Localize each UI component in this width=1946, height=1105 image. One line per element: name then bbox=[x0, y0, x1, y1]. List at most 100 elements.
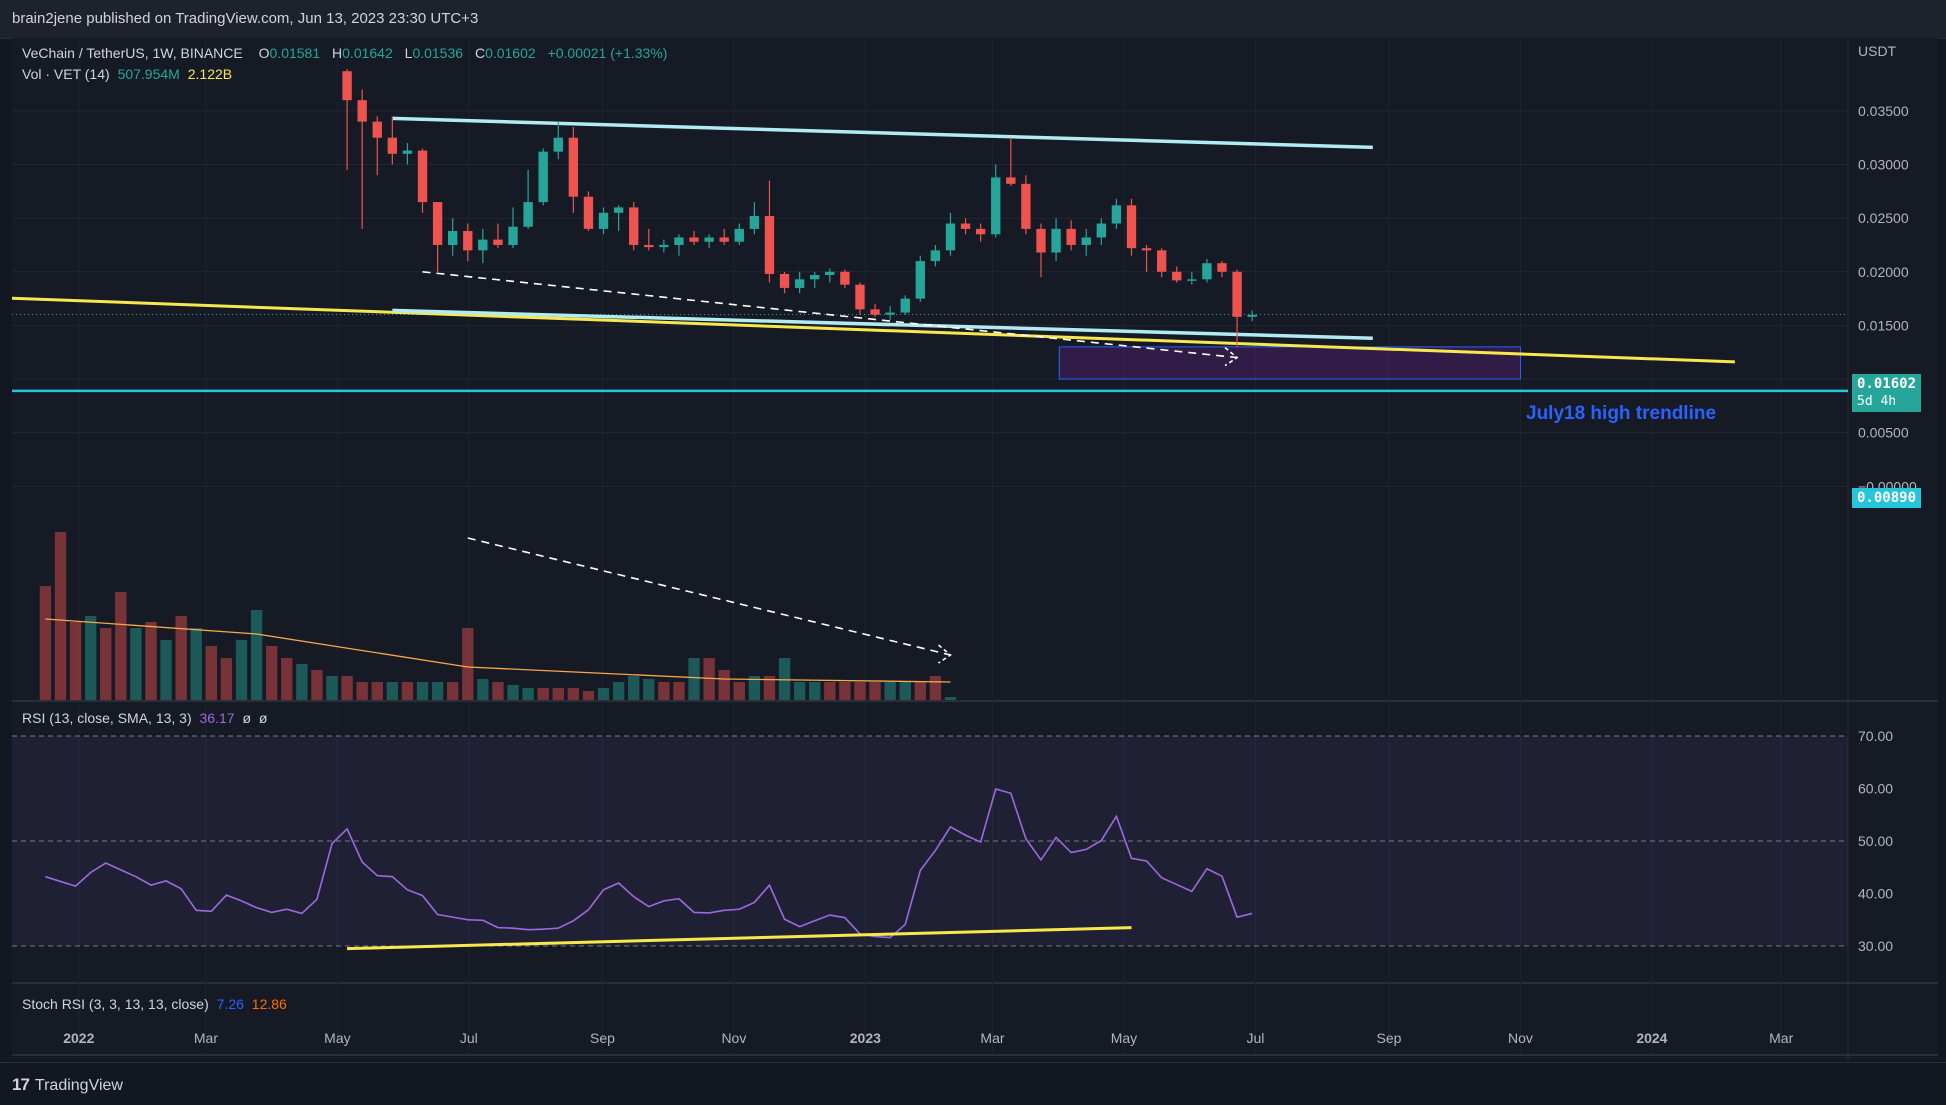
volume-label: Vol · VET (14) bbox=[22, 66, 110, 82]
volume-ma-value: 2.122B bbox=[187, 66, 233, 82]
volume-bar bbox=[431, 682, 444, 700]
volume-bar bbox=[718, 670, 730, 700]
support-level-label: 0.00890 bbox=[1852, 488, 1922, 508]
volume-bar bbox=[371, 682, 383, 700]
volume-bar bbox=[296, 664, 308, 700]
volume-bar bbox=[628, 676, 640, 700]
candle-body bbox=[659, 244, 669, 248]
volume-bar bbox=[899, 682, 911, 700]
volume-bar bbox=[386, 682, 399, 700]
rsi-extra-1: ø bbox=[242, 710, 252, 726]
time-tick-label: Mar bbox=[1769, 1030, 1793, 1046]
candle-body bbox=[870, 309, 880, 315]
candle-body bbox=[387, 137, 398, 154]
volume-bar bbox=[84, 616, 97, 700]
volume-bar bbox=[130, 628, 142, 700]
candle-body bbox=[372, 121, 382, 138]
rsi-label: RSI (13, close, SMA, 13, 3) bbox=[22, 710, 192, 726]
volume-bar bbox=[265, 646, 278, 700]
candle-body bbox=[764, 216, 775, 274]
candle-body bbox=[629, 207, 639, 245]
volume-bar bbox=[220, 658, 233, 700]
volume-dashed-trendline bbox=[467, 537, 951, 656]
candle-body bbox=[1156, 250, 1167, 272]
stoch-d-value: 12.86 bbox=[251, 996, 287, 1012]
candle-body bbox=[704, 237, 714, 242]
volume-bar bbox=[492, 682, 504, 700]
time-tick-label: 2022 bbox=[63, 1030, 94, 1046]
channel-lower-line bbox=[392, 308, 1373, 341]
candle-body bbox=[689, 237, 699, 242]
volume-bar bbox=[311, 670, 323, 700]
ohlc-high: H0.01642 bbox=[332, 45, 393, 61]
ohlc-change: +0.00021 (+1.33%) bbox=[547, 45, 668, 61]
time-tick-label: May bbox=[324, 1030, 350, 1046]
volume-bar bbox=[235, 640, 248, 700]
volume-bar bbox=[733, 682, 745, 700]
volume-bar bbox=[281, 658, 293, 700]
bar-countdown: 5d 4h bbox=[1857, 394, 1897, 409]
volume-bar bbox=[54, 532, 67, 700]
candle-body bbox=[598, 212, 609, 229]
publisher-line: brain2jene published on TradingView.com,… bbox=[12, 10, 479, 27]
time-tick-label: Sep bbox=[590, 1030, 615, 1046]
candle-body bbox=[493, 239, 503, 245]
volume-bar bbox=[190, 628, 202, 700]
volume-bar bbox=[477, 679, 489, 700]
last-price-value: 0.01602 bbox=[1857, 376, 1917, 392]
rsi-line bbox=[45, 788, 1253, 939]
volume-bar bbox=[673, 682, 685, 700]
rsi-pane bbox=[12, 735, 1848, 951]
price-tick-label: 0.03000 bbox=[1858, 157, 1909, 173]
symbol-label: VeChain / TetherUS, 1W, BINANCE bbox=[22, 45, 243, 61]
volume-bar bbox=[839, 682, 851, 700]
stoch-rsi-legend: Stoch RSI (3, 3, 13, 13, close) 7.26 12.… bbox=[22, 996, 291, 1012]
volume-bar bbox=[914, 682, 926, 700]
candle-body bbox=[1217, 263, 1227, 272]
publisher-bar: brain2jene published on TradingView.com,… bbox=[0, 0, 1946, 39]
volume-bar bbox=[824, 682, 836, 700]
volume-value: 507.954M bbox=[117, 66, 180, 82]
candle-body bbox=[719, 237, 729, 242]
volume-bar bbox=[612, 682, 625, 700]
candle-body bbox=[538, 151, 548, 203]
volume-bar bbox=[462, 628, 474, 700]
dashed-lower-trendline bbox=[422, 270, 1238, 359]
yellow-long-trendline bbox=[12, 296, 1735, 364]
tradingview-logo[interactable]: 17 TradingView bbox=[12, 1075, 123, 1095]
candle-body bbox=[1021, 183, 1031, 229]
candle-body bbox=[1141, 248, 1152, 251]
candle-body bbox=[749, 216, 760, 229]
volume-bar bbox=[507, 685, 519, 700]
volume-arrow-head bbox=[937, 644, 952, 664]
candle-body bbox=[583, 196, 594, 229]
volume-bar bbox=[552, 688, 564, 700]
candle-body bbox=[945, 223, 956, 251]
chart-frame[interactable]: 0.035000.030000.025000.020000.015000.010… bbox=[12, 38, 1938, 1060]
volume-bar bbox=[658, 682, 670, 700]
volume-bar bbox=[703, 658, 715, 700]
volume-legend: Vol · VET (14) 507.954M 2.122B bbox=[22, 66, 236, 82]
volume-bar bbox=[326, 676, 338, 700]
volume-bars bbox=[39, 532, 957, 700]
candle-body bbox=[1096, 223, 1106, 238]
ohlc-close: C0.01602 bbox=[474, 45, 536, 61]
candle-body bbox=[960, 223, 971, 229]
volume-bar bbox=[250, 610, 263, 700]
candle-body bbox=[930, 250, 941, 262]
time-tick-label: Sep bbox=[1377, 1030, 1402, 1046]
volume-bar bbox=[944, 697, 957, 700]
price-unit-label: USDT bbox=[1858, 43, 1897, 59]
volume-bar bbox=[748, 676, 761, 700]
volume-bar bbox=[100, 628, 112, 700]
price-tick-label: 0.02500 bbox=[1858, 210, 1909, 226]
chart-svg[interactable]: 0.035000.030000.025000.020000.015000.010… bbox=[12, 38, 1938, 1060]
channel-upper-line bbox=[392, 116, 1373, 150]
footer-bar: 17 TradingView bbox=[0, 1062, 1946, 1105]
time-tick-label: Nov bbox=[721, 1030, 746, 1046]
time-tick-label: Jul bbox=[1246, 1030, 1264, 1046]
ohlc-open: O0.01581 bbox=[258, 45, 321, 61]
volume-bar bbox=[39, 586, 52, 700]
candle-body bbox=[1111, 205, 1122, 224]
volume-ma-line bbox=[45, 618, 951, 683]
